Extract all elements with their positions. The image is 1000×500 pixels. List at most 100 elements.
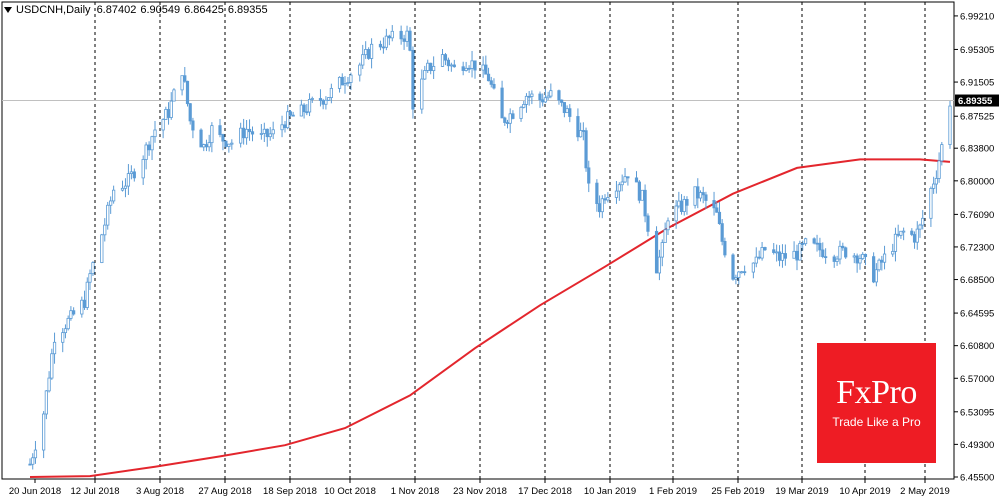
high-price: 6.90549 [140, 4, 181, 16]
candle-body [872, 256, 876, 283]
candle-body [775, 251, 779, 254]
candle-body [467, 67, 471, 70]
candle-body [717, 211, 722, 225]
candle-body [473, 60, 477, 71]
candle-body [183, 75, 187, 82]
candle-body [918, 224, 922, 230]
x-tick-label: 27 Aug 2018 [198, 486, 251, 497]
candle-body [321, 100, 325, 105]
candle-body [902, 230, 906, 233]
candle-body [103, 224, 107, 236]
candle-body [271, 129, 275, 135]
candle-body [899, 230, 903, 236]
candle-body [346, 82, 350, 84]
candle-body [367, 49, 371, 59]
candle-body [390, 30, 394, 39]
candle-body [202, 144, 206, 148]
chevron-down-icon[interactable] [4, 7, 12, 13]
x-tick-label: 3 Aug 2018 [136, 486, 184, 497]
candle-body [530, 93, 534, 97]
candle-body [329, 87, 333, 98]
candle-body [126, 173, 131, 187]
candle-body [812, 238, 816, 244]
candle-body [310, 98, 314, 100]
candle-body [801, 243, 805, 245]
candle-body [508, 113, 512, 124]
candle-body [340, 76, 344, 86]
candle-body [929, 187, 933, 219]
candle-body [250, 131, 255, 135]
moving-average-line [29, 158, 951, 478]
candle-body [565, 108, 569, 114]
candle-body [299, 104, 303, 117]
candle-body [841, 245, 845, 249]
candle-body [858, 258, 862, 264]
candle-body [861, 253, 865, 259]
y-tick-label: 6.91505 [960, 78, 994, 89]
candle-body [541, 99, 545, 103]
candle-body [679, 200, 684, 212]
candle-body [280, 124, 284, 131]
candle-body [815, 242, 819, 245]
candle-body [772, 249, 776, 253]
candle-body [449, 64, 453, 67]
candle-body [33, 449, 38, 459]
candle-body [832, 256, 836, 262]
y-tick-label: 6.53095 [960, 407, 994, 418]
candle-body [247, 128, 252, 133]
candle-body [663, 229, 667, 243]
candle-body [546, 95, 550, 99]
current-price-label: 6.89355 [958, 96, 993, 107]
candle-body [387, 35, 391, 39]
candle-body [349, 74, 353, 83]
candle-body [522, 103, 526, 108]
candle-body [824, 256, 828, 259]
candle-body [524, 95, 529, 105]
candle-body [324, 99, 328, 105]
x-tick-label: 1 Nov 2018 [391, 486, 440, 497]
candle-body [364, 49, 368, 56]
logo-tagline: Trade Like a Pro [832, 415, 921, 429]
candle-body [677, 200, 681, 207]
candle-body [123, 185, 128, 189]
candle-body [443, 54, 448, 61]
candle-body [587, 167, 591, 184]
candle-body [384, 35, 388, 48]
chart-header: USDCNH,Daily 6.87402 6.90549 6.86425 6.8… [4, 4, 272, 16]
candle-body [100, 234, 104, 263]
candle-body [141, 159, 145, 179]
candle-body [42, 413, 46, 451]
candle-body [560, 99, 564, 103]
candle-body [109, 200, 113, 206]
y-tick-label: 6.68500 [960, 275, 994, 286]
candle-body [720, 223, 724, 242]
candle-body [740, 271, 744, 274]
candle-body [150, 136, 154, 151]
candle-body [399, 30, 403, 40]
candle-body [484, 64, 488, 75]
y-tick-label: 6.76090 [960, 210, 994, 221]
candle-body [751, 262, 755, 273]
candle-body [893, 233, 898, 252]
x-tick-label: 25 Feb 2019 [711, 486, 764, 497]
candle-body [855, 255, 859, 264]
candle-body [603, 198, 607, 201]
candle-body [283, 124, 287, 129]
candle-body [440, 54, 445, 67]
candle-body [265, 128, 269, 138]
candle-body [242, 127, 246, 139]
candle-body [426, 62, 430, 71]
candle-body [620, 181, 624, 186]
current-price-badge [955, 94, 999, 107]
candle-body [654, 230, 659, 274]
x-tick-label: 12 Jul 2018 [70, 486, 119, 497]
candle-body [169, 100, 173, 118]
candle-body [844, 247, 848, 258]
y-tick-label: 6.45500 [960, 473, 994, 484]
plot-frame [1, 1, 955, 480]
candle-body [227, 143, 231, 147]
candle-body [882, 253, 887, 263]
candle-body [166, 109, 171, 118]
x-tick-label: 2 May 2019 [900, 486, 950, 497]
candle-body [874, 269, 878, 283]
